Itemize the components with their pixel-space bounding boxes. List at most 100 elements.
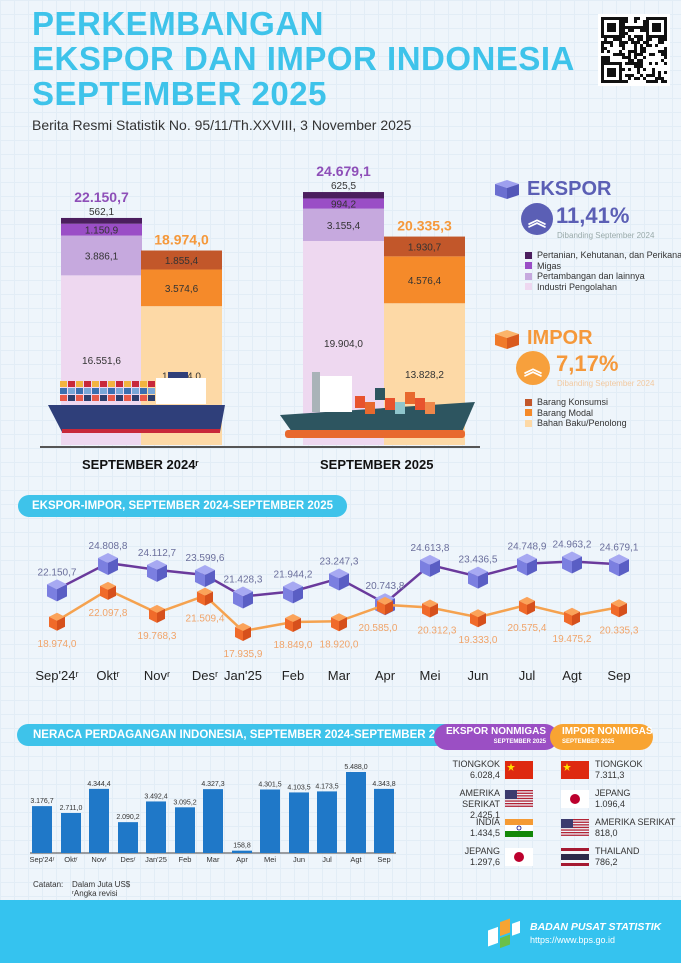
qr-module xyxy=(661,41,664,44)
marker-top xyxy=(195,564,215,575)
qr-module xyxy=(619,38,622,41)
flag-canton xyxy=(505,790,517,799)
qr-module xyxy=(622,68,625,71)
marker-side xyxy=(147,564,157,582)
qr-module xyxy=(646,44,649,47)
marker-side xyxy=(468,571,478,589)
qr-module xyxy=(631,59,634,62)
flag-band xyxy=(505,825,533,831)
country-name: TIONGKOK xyxy=(595,759,643,769)
marker-side xyxy=(385,600,393,615)
ship-bridge xyxy=(318,376,352,412)
segment-label: 625,5 xyxy=(331,181,356,192)
legend-item: Bahan Baku/Penolong xyxy=(525,418,627,429)
segment-label: 3.886,1 xyxy=(85,251,119,262)
export-heading: EKSPOR xyxy=(527,178,612,200)
qr-module xyxy=(607,50,610,53)
x-tick-label: Sep xyxy=(377,855,390,864)
qr-module xyxy=(622,32,625,35)
x-tick-label: Oktʳ xyxy=(64,855,78,864)
qr-module xyxy=(628,53,631,56)
container xyxy=(132,388,139,394)
qr-module xyxy=(634,50,637,53)
country-value: 1.434,5 xyxy=(469,828,500,838)
container xyxy=(100,395,107,401)
bar-total-label: 20.335,3 xyxy=(397,218,452,234)
export-legend: Pertanian, Kehutanan, dan Perikanan Miga… xyxy=(525,250,681,292)
x-tick-label: Novʳ xyxy=(91,855,106,864)
qr-module xyxy=(619,35,622,38)
qr-module xyxy=(652,68,655,71)
qr-module xyxy=(619,68,622,71)
qr-module xyxy=(622,80,625,83)
stack-segment xyxy=(61,223,142,236)
qr-module xyxy=(649,53,652,56)
marker-side xyxy=(619,559,629,577)
x-tick-label: Agt xyxy=(562,668,582,683)
bps-logo-icon xyxy=(488,918,520,949)
x-tick-label: Jan'25 xyxy=(224,668,262,683)
stack-segment xyxy=(141,250,222,270)
qr-module xyxy=(604,56,607,59)
qr-module xyxy=(634,20,637,23)
data-label: 19.333,0 xyxy=(459,635,498,646)
container xyxy=(68,388,75,394)
data-label: 19.768,3 xyxy=(138,631,177,642)
qr-module xyxy=(607,68,610,71)
marker-side xyxy=(422,603,430,618)
qr-module xyxy=(616,53,619,56)
balance-bar xyxy=(89,788,109,853)
container xyxy=(148,381,155,387)
qr-module xyxy=(601,50,604,53)
stack-segment xyxy=(61,235,142,276)
flag-band xyxy=(505,819,533,825)
export-up-arrow-icon: ︽ xyxy=(521,203,553,235)
qr-module xyxy=(643,20,646,23)
data-label: 18.974,0 xyxy=(38,639,77,650)
qr-module xyxy=(622,44,625,47)
container xyxy=(108,388,115,394)
qr-module xyxy=(619,80,622,83)
export-import-line-chart: 22.150,7 24.808,8 24.112,7 23.599,6 21.428,3… xyxy=(35,539,638,683)
qr-module xyxy=(625,80,628,83)
export-marker-container-icon xyxy=(562,551,582,574)
qr-module xyxy=(634,62,637,65)
qr-module xyxy=(601,41,604,44)
qr-module xyxy=(628,68,631,71)
flag-stripe xyxy=(561,829,589,831)
qr-module xyxy=(628,74,631,77)
trade-balance-bar-chart: 3.176,7 Sep'24ʳ 2.711,0 Oktʳ 4.344,4 Novʳ 2.09… xyxy=(30,764,396,864)
import-heading: IMPOR xyxy=(527,327,593,349)
container xyxy=(365,402,375,414)
ship-hull-stripe xyxy=(285,430,465,438)
qr-module xyxy=(601,35,604,38)
bar-value-label: 4.344,4 xyxy=(87,781,110,788)
marker-top xyxy=(609,554,629,565)
qr-module xyxy=(643,77,646,80)
qr-module xyxy=(649,62,652,65)
marker-side xyxy=(420,559,430,577)
qr-module xyxy=(631,29,634,32)
qr-module xyxy=(616,35,619,38)
container xyxy=(92,395,99,401)
segment-label: 1.930,7 xyxy=(408,242,442,253)
qr-module xyxy=(658,74,661,77)
org-url[interactable]: https://www.bps.go.id xyxy=(530,935,616,945)
segment-label: 19.904,0 xyxy=(324,339,363,350)
import-marker-container-icon xyxy=(100,581,116,600)
qr-module xyxy=(610,41,613,44)
import-change-note: Dibanding September 2024 xyxy=(557,379,655,388)
flag-stripe xyxy=(505,803,533,805)
usa-flag-icon xyxy=(505,790,533,807)
qr-module xyxy=(622,26,625,29)
import-partner-item: TIONGKOK 7.311,3 xyxy=(595,759,643,781)
qr-module xyxy=(622,29,625,32)
qr-module xyxy=(637,68,640,71)
qr-module xyxy=(622,41,625,44)
qr-code-icon[interactable] xyxy=(598,14,670,86)
marker-side xyxy=(478,571,488,589)
balance-bar xyxy=(346,771,366,853)
export-marker-container-icon xyxy=(283,581,303,604)
marker-side xyxy=(149,608,157,623)
export-marker-container-icon xyxy=(147,559,167,582)
